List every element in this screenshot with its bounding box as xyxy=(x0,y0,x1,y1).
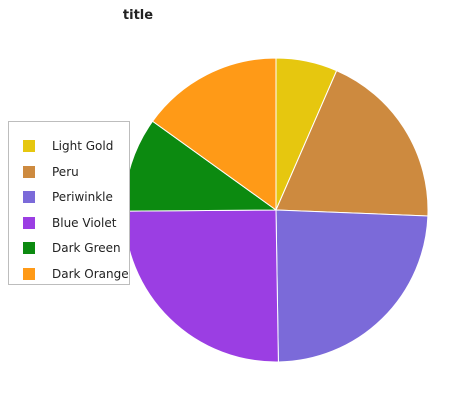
legend-item-dark-green: Dark Green xyxy=(23,241,121,255)
legend-swatch xyxy=(23,165,35,178)
legend-swatch xyxy=(23,267,35,280)
pie-slice-periwinkle xyxy=(275,209,429,363)
pie-slices xyxy=(123,57,429,363)
legend-swatch xyxy=(23,242,35,254)
legend-item-light-gold: Light Gold xyxy=(23,139,113,153)
legend-swatch xyxy=(23,140,35,152)
legend-item-blue-violet: Blue Violet xyxy=(23,216,116,230)
legend-item-peru: Peru xyxy=(23,165,79,179)
legend-label: Light Gold xyxy=(52,139,114,153)
pie-slice-peru xyxy=(275,69,429,217)
legend-label: Dark Green xyxy=(52,241,121,255)
legend-swatch xyxy=(23,191,35,203)
legend-item-periwinkle: Periwinkle xyxy=(23,190,113,204)
legend-swatch xyxy=(23,216,35,229)
legend-label: Periwinkle xyxy=(52,190,113,204)
legend-label: Peru xyxy=(52,164,79,179)
legend: Light Gold Peru Periwinkle Blue Violet Dark … xyxy=(8,121,130,285)
legend-item-dark-orange: Dark Orange xyxy=(23,267,129,281)
chart-title: title xyxy=(122,8,154,23)
pie-slice-dark-orange xyxy=(151,57,277,211)
pie-slice-blue-violet xyxy=(123,209,279,363)
legend-label: Blue Violet xyxy=(52,215,117,230)
legend-label: Dark Orange xyxy=(52,266,129,281)
